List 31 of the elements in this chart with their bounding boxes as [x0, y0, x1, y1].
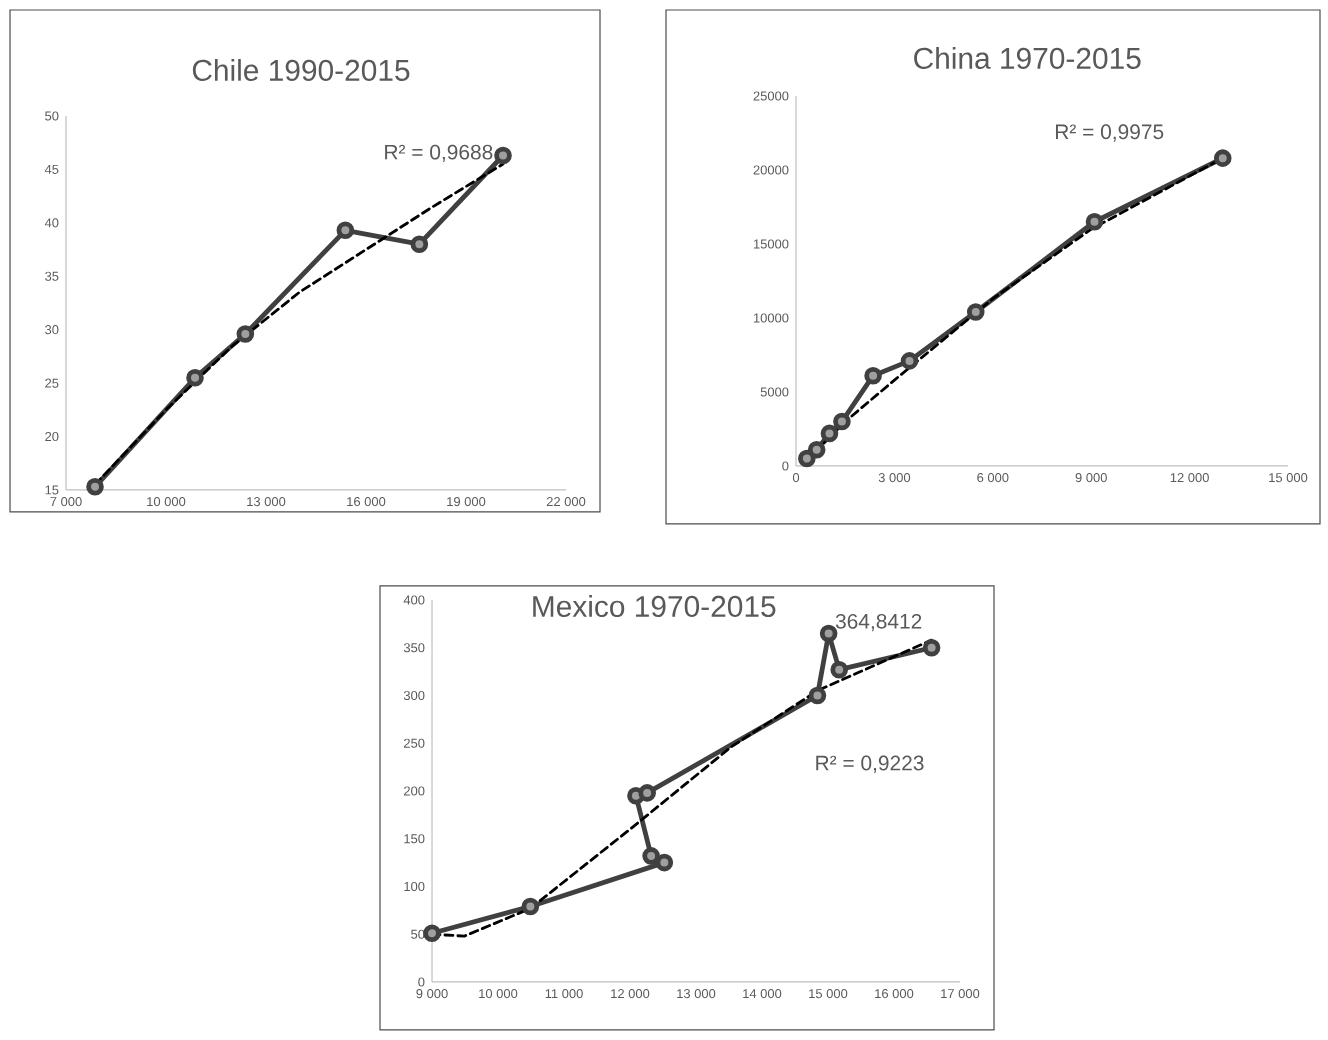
- annotation: R² = 0,9223: [816, 755, 924, 773]
- point: [638, 784, 656, 802]
- point: [494, 146, 512, 165]
- point: [819, 624, 838, 643]
- chart-title: Chile 1990-2015: [192, 59, 410, 81]
- point: [1213, 149, 1232, 167]
- point: [900, 352, 919, 370]
- point: [922, 638, 941, 657]
- point: [655, 853, 674, 872]
- point: [642, 847, 660, 865]
- point: [521, 897, 540, 916]
- point: [86, 477, 104, 496]
- point: [808, 686, 827, 705]
- point: [833, 412, 851, 431]
- point: [807, 440, 826, 459]
- annotation: 364,8412: [835, 613, 922, 632]
- point: [966, 303, 985, 321]
- chart-title: Mexico 1970-2015: [533, 595, 776, 617]
- annotation: R² = 0,9975: [1055, 124, 1164, 142]
- annotation: R² = 0,9688: [385, 144, 493, 163]
- point: [864, 366, 882, 385]
- point: [410, 235, 429, 253]
- point: [798, 449, 816, 468]
- point: [1085, 212, 1104, 231]
- point: [820, 424, 839, 443]
- point: [830, 660, 849, 679]
- point: [336, 221, 355, 240]
- chart-title: China 1970-2015: [914, 47, 1141, 69]
- point: [186, 368, 204, 387]
- point: [423, 924, 441, 943]
- point: [236, 325, 255, 343]
